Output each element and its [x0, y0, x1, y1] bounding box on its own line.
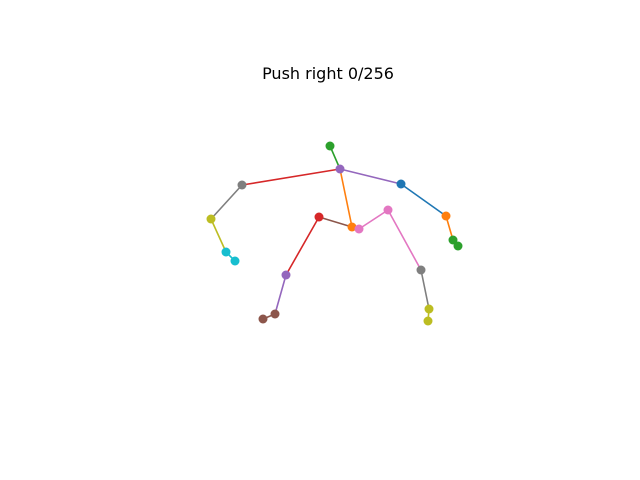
joint-r_hip2	[383, 205, 393, 215]
joint-pelvis	[347, 222, 357, 232]
joint-l_shoulder	[237, 180, 247, 190]
joint-r_hand	[453, 241, 463, 251]
bone-neck-pelvis	[339, 168, 353, 228]
joint-r_knee	[416, 265, 426, 275]
joints-layer	[206, 141, 463, 326]
bone-neck-l_shoulder	[241, 168, 341, 186]
joint-l_hip	[314, 212, 324, 222]
figure-title: Push right 0/256	[262, 64, 394, 83]
joint-neck	[335, 164, 345, 174]
bone-r_hip2-r_knee	[387, 209, 422, 271]
bone-pelvis-l_hip	[318, 216, 353, 228]
bone-neck-r_shoulder	[339, 168, 402, 185]
joint-r_wrist	[448, 235, 458, 245]
bones-layer	[210, 145, 459, 322]
joint-r_ankle	[424, 304, 434, 314]
bone-l_knee-l_ankle	[274, 274, 287, 315]
joint-r_shoulder	[396, 179, 406, 189]
joint-r_hip	[354, 224, 364, 234]
joint-l_knee	[281, 270, 291, 280]
joint-r_toe	[423, 316, 433, 326]
bone-r_knee-r_ankle	[420, 269, 430, 310]
joint-l_elbow	[206, 214, 216, 224]
bone-l_shoulder-l_elbow	[210, 184, 243, 220]
bone-l_elbow-l_wrist	[210, 218, 227, 253]
bone-l_hip-l_knee	[285, 216, 320, 276]
joint-l_wrist	[221, 247, 231, 257]
joint-head_top	[325, 141, 335, 151]
joint-l_ankle	[270, 309, 280, 319]
joint-l_hand	[230, 256, 240, 266]
joint-r_elbow	[441, 211, 451, 221]
bone-r_hip-r_hip2	[358, 209, 389, 230]
joint-l_toe	[258, 314, 268, 324]
bone-r_shoulder-r_elbow	[400, 183, 447, 217]
